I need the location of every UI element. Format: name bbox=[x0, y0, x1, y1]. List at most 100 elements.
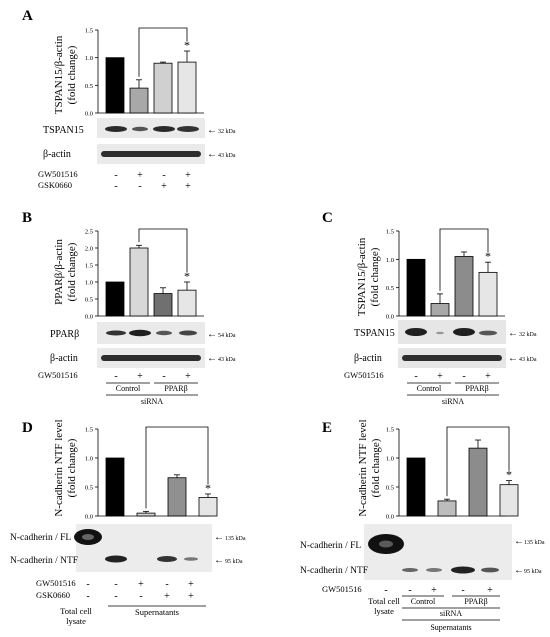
treatment-sign: + bbox=[138, 579, 144, 590]
treatment-label: GSK0660 bbox=[36, 590, 70, 600]
blot-label: N-cadherin / NTF bbox=[300, 566, 368, 576]
treatment-signs: - - + - + bbox=[384, 585, 493, 596]
blot-label: N-cadherin / FL bbox=[300, 541, 361, 551]
treatment-sign: + bbox=[185, 181, 191, 192]
y-tick-label: 0.0 bbox=[85, 514, 93, 521]
blot-label: β-actin bbox=[50, 353, 78, 364]
treatment-sign: - bbox=[86, 579, 89, 590]
y-tick-label: 1.5 bbox=[85, 28, 93, 35]
bottom-right-label: Supernatants bbox=[430, 623, 471, 632]
y-tick-label: 0.0 bbox=[85, 314, 93, 321]
bar bbox=[454, 256, 474, 317]
size-arrow: ← bbox=[514, 565, 524, 576]
treatment-sign: + bbox=[164, 591, 170, 602]
bar bbox=[129, 87, 149, 114]
bar bbox=[105, 281, 125, 317]
y-tick-label: 2.0 bbox=[85, 246, 93, 253]
y-tick-label: 1.0 bbox=[386, 257, 394, 264]
bar bbox=[499, 484, 519, 517]
bar-plot: 0.0 0.5 1.0 1.5 * bbox=[386, 427, 519, 521]
y-tick-label: 0.5 bbox=[85, 83, 93, 90]
treatment-sign: + bbox=[431, 585, 437, 596]
blot-label: PPARβ bbox=[50, 329, 79, 340]
panel-letter: B bbox=[22, 210, 32, 226]
panel-letter: D bbox=[22, 420, 33, 436]
bar bbox=[437, 500, 457, 517]
size-marker: 43 kDa bbox=[218, 153, 236, 159]
treatment-sign: + bbox=[161, 181, 167, 192]
y-tick-label: 1.5 bbox=[386, 427, 394, 434]
blot-label: TSPAN15 bbox=[354, 328, 395, 339]
panel-c: C TSPAN15/β-actin (fold change) 0.0 0.5 1.… bbox=[322, 210, 537, 406]
panel-e: E N-cadherin NTF level (fold change) 0.0… bbox=[300, 419, 545, 632]
treatment-signs: - + - + bbox=[414, 371, 491, 382]
blot-band bbox=[105, 555, 127, 563]
treatment-label: GW501516 bbox=[36, 578, 76, 588]
treatment-label: GW501516 bbox=[38, 370, 78, 380]
size-marker: 32 kDa bbox=[218, 129, 236, 135]
treatment-signs: - - + + bbox=[114, 181, 191, 192]
treatment-sign: - bbox=[162, 371, 165, 382]
significance-star: * bbox=[506, 468, 512, 482]
bar bbox=[136, 512, 156, 517]
treatment-sign: - bbox=[461, 585, 464, 596]
size-marker: 135 kDa bbox=[524, 540, 545, 546]
significance-star: * bbox=[205, 481, 211, 495]
treatment-signs: - + - + bbox=[114, 371, 191, 382]
y-tick-label: 0.0 bbox=[386, 514, 394, 521]
treatment-sign: - bbox=[114, 181, 117, 192]
panel-letter: C bbox=[322, 210, 333, 226]
bar bbox=[177, 289, 197, 317]
treatment-sign: + bbox=[137, 371, 143, 382]
treatment-label: GSK0660 bbox=[38, 180, 72, 190]
treatment-label: GW501516 bbox=[38, 169, 78, 179]
size-marker: 32 kDa bbox=[519, 332, 537, 338]
group-label: PPARβ bbox=[464, 597, 487, 606]
group-label: Control bbox=[116, 384, 141, 393]
y-axis-label: TSPAN15/β-actin bbox=[53, 35, 65, 114]
blot-band bbox=[402, 355, 502, 361]
treatment-sign: - bbox=[114, 371, 117, 382]
bar-plot: 0.0 0.5 1.0 1.5 * bbox=[386, 229, 505, 321]
treatment-sign: + bbox=[188, 579, 194, 590]
size-arrow: ← bbox=[207, 329, 217, 340]
y-axis-label: N-cadherin NTF level bbox=[357, 419, 369, 516]
y-tick-label: 0.0 bbox=[386, 314, 394, 321]
treatment-sign: - bbox=[414, 371, 417, 382]
bottom-left-label: Total cell bbox=[60, 606, 92, 616]
significance-bracket bbox=[138, 228, 188, 272]
bar bbox=[153, 62, 173, 114]
blot-band bbox=[101, 151, 201, 157]
bar bbox=[129, 247, 149, 317]
blot-band bbox=[426, 568, 442, 572]
treatment-sign: - bbox=[384, 585, 387, 596]
size-arrow: ← bbox=[207, 149, 217, 160]
significance-star: * bbox=[184, 38, 190, 52]
blot-band bbox=[129, 329, 151, 337]
y-axis-label: TSPAN15/β-actin bbox=[356, 237, 368, 316]
bar bbox=[153, 293, 173, 317]
blot-band bbox=[101, 355, 201, 361]
y-axis-label-2: (fold change) bbox=[66, 45, 78, 104]
size-arrow: ← bbox=[214, 532, 224, 543]
panel-letter: E bbox=[322, 420, 332, 436]
group-label: PPARβ bbox=[465, 384, 488, 393]
treatment-sign: - bbox=[86, 591, 89, 602]
bar bbox=[105, 57, 125, 114]
blot-label: N-cadherin / FL bbox=[10, 533, 71, 543]
y-tick-label: 1.5 bbox=[85, 427, 93, 434]
bar bbox=[406, 258, 426, 317]
blot-band bbox=[153, 126, 175, 132]
y-tick-label: 1.5 bbox=[85, 263, 93, 270]
size-arrow: ← bbox=[514, 536, 524, 547]
blot-band bbox=[453, 328, 475, 336]
blot-label: N-cadherin / NTF bbox=[10, 556, 78, 566]
treatment-label: GW501516 bbox=[344, 370, 384, 380]
significance-bracket bbox=[439, 228, 489, 291]
blot-strip bbox=[97, 118, 205, 138]
bar bbox=[406, 457, 426, 517]
y-axis-label-2: (fold change) bbox=[66, 242, 78, 301]
bar bbox=[167, 477, 187, 517]
